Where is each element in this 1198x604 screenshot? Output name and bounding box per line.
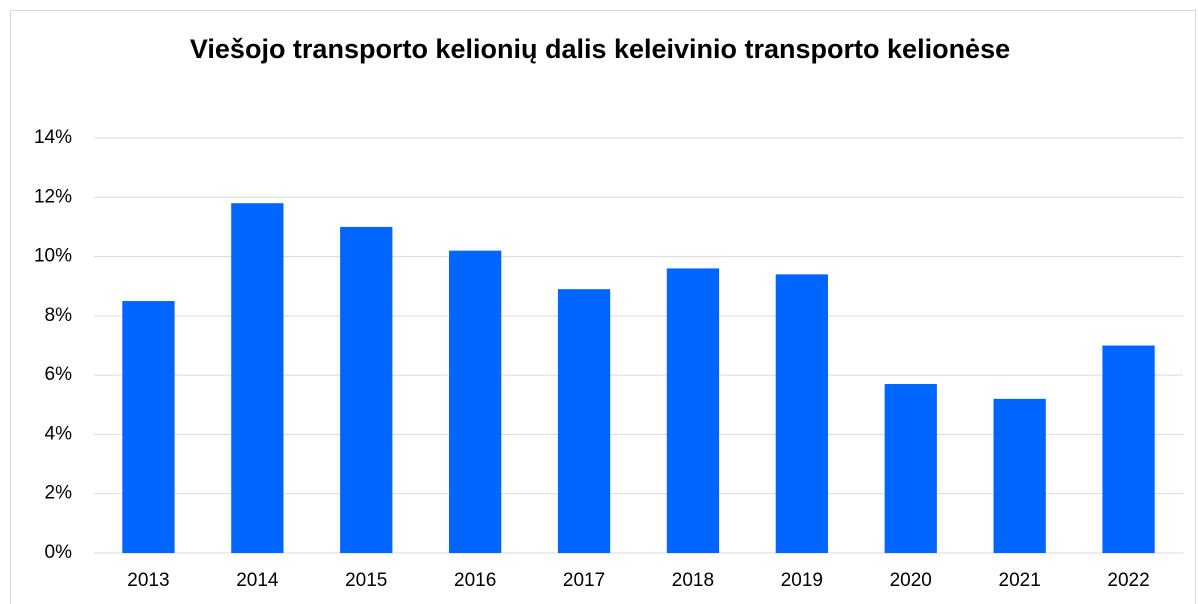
- y-tick-label: 10%: [34, 246, 72, 267]
- bar: [993, 398, 1046, 553]
- y-tick-label: 6%: [45, 364, 73, 385]
- x-tick-label: 2020: [890, 570, 932, 591]
- bar: [340, 226, 393, 553]
- bar: [557, 289, 611, 553]
- y-tick-label: 12%: [34, 186, 72, 207]
- x-tick-label: 2022: [1107, 570, 1149, 591]
- bar: [122, 301, 175, 553]
- x-tick-label: 2013: [127, 570, 169, 591]
- chart-frame: [10, 10, 1196, 604]
- x-tick-label: 2019: [781, 570, 823, 591]
- bar: [775, 274, 828, 553]
- y-tick-label: 4%: [45, 423, 73, 444]
- y-tick-label: 8%: [45, 305, 73, 326]
- y-tick-label: 0%: [45, 542, 73, 563]
- x-tick-label: 2018: [672, 570, 714, 591]
- y-tick-label: 14%: [34, 127, 72, 148]
- bar: [449, 250, 502, 553]
- bar: [231, 203, 284, 553]
- x-tick-label: 2015: [345, 570, 387, 591]
- bar: [666, 268, 720, 553]
- x-tick-label: 2016: [454, 570, 496, 591]
- y-tick-label: 2%: [45, 483, 73, 504]
- x-tick-label: 2017: [563, 570, 605, 591]
- x-tick-label: 2021: [999, 570, 1041, 591]
- bar: [884, 384, 937, 553]
- chart-title: Viešojo transporto kelionių dalis keleiv…: [189, 34, 1011, 64]
- x-tick-label: 2014: [236, 570, 279, 591]
- bar: [1102, 345, 1155, 553]
